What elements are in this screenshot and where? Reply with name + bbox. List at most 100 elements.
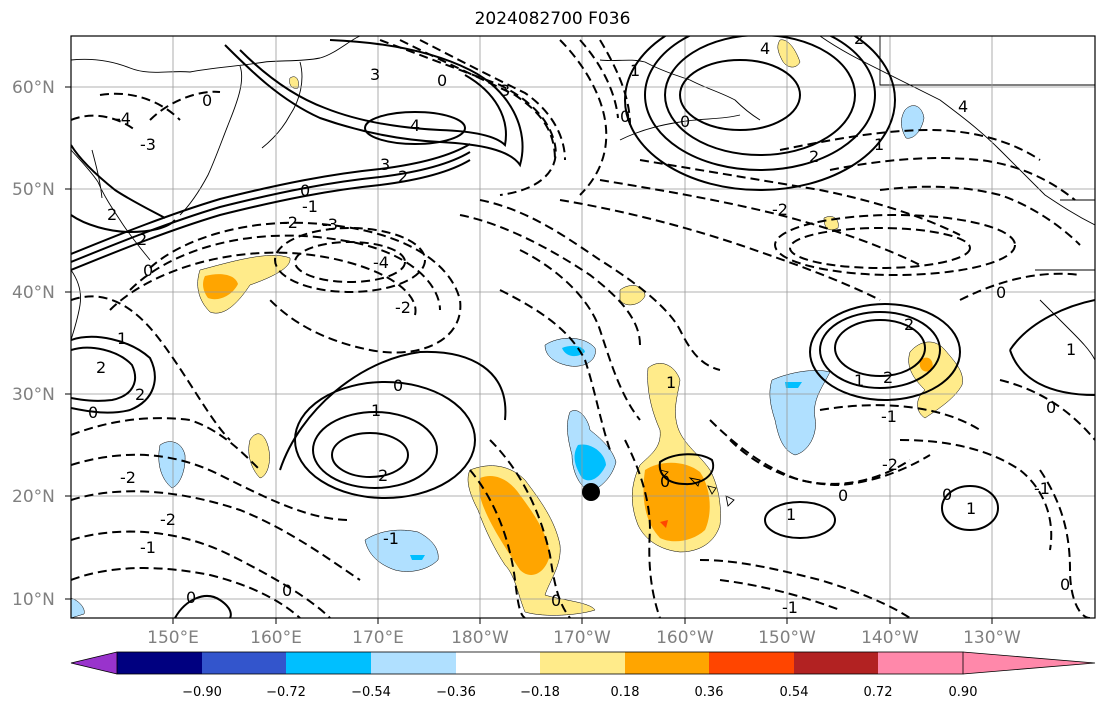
lat-label: 40°N: [12, 283, 55, 303]
svg-text:0: 0: [620, 107, 630, 126]
lon-label: 140°W: [861, 628, 919, 648]
colorbar-tick-label: −0.54: [351, 685, 391, 700]
plot-area: [71, 36, 1095, 618]
svg-text:2: 2: [904, 315, 914, 334]
svg-text:3: 3: [380, 155, 390, 174]
svg-text:1: 1: [786, 505, 796, 524]
lon-label: 170°W: [553, 628, 611, 648]
svg-text:-2: -2: [882, 455, 898, 474]
svg-text:-1: -1: [383, 529, 399, 548]
colorbar-swatch: [202, 652, 286, 674]
svg-text:1: 1: [874, 135, 884, 154]
svg-text:-2: -2: [395, 298, 411, 317]
svg-text:1: 1: [117, 329, 127, 348]
svg-text:1: 1: [666, 373, 676, 392]
colorbar-swatch: [794, 652, 878, 674]
svg-text:0: 0: [282, 581, 292, 600]
svg-text:1: 1: [854, 371, 864, 390]
svg-text:2: 2: [107, 205, 117, 224]
svg-text:0: 0: [680, 112, 690, 131]
svg-text:0: 0: [300, 181, 310, 200]
svg-text:0: 0: [186, 588, 196, 607]
svg-text:0: 0: [660, 472, 670, 491]
lon-label: 160°W: [656, 628, 714, 648]
svg-text:2: 2: [809, 147, 819, 166]
svg-text:-2: -2: [120, 468, 136, 487]
positive-contours: [71, 36, 1095, 618]
svg-text:-4: -4: [373, 253, 389, 272]
colorbar-tick-label: −0.18: [520, 685, 560, 700]
svg-text:4: 4: [760, 39, 770, 58]
svg-text:1: 1: [1066, 340, 1076, 359]
contour-labels: 4 3 2 0 -1 -2 -3 -4 -2 -3 -4 2 2 0 1 2 2…: [88, 29, 1076, 617]
colorbar-tick-label: 0.90: [949, 685, 978, 700]
svg-text:0: 0: [1060, 575, 1070, 594]
lat-label: 60°N: [12, 78, 55, 98]
svg-text:4: 4: [410, 116, 420, 135]
svg-text:0: 0: [551, 591, 561, 610]
svg-text:-1: -1: [782, 598, 798, 617]
svg-text:0: 0: [1046, 398, 1056, 417]
longitude-labels: 150°E 160°E 170°E 180°W 170°W 160°W 150°…: [147, 628, 1021, 648]
svg-text:-1: -1: [140, 538, 156, 557]
colorbar-tick-label: −0.90: [182, 685, 222, 700]
colorbar-swatch: [286, 652, 371, 674]
colorbar-tick-label: −0.72: [266, 685, 306, 700]
lon-label: 170°E: [352, 628, 404, 648]
colorbar-tick-label: 0.54: [780, 685, 809, 700]
svg-text:2: 2: [378, 466, 388, 485]
svg-text:0: 0: [88, 403, 98, 422]
svg-text:-1: -1: [881, 407, 897, 426]
lon-label: 130°W: [963, 628, 1021, 648]
svg-text:0: 0: [942, 485, 952, 504]
storm-center-marker: [582, 483, 600, 501]
svg-text:-3: -3: [322, 215, 338, 234]
latitude-labels: 10°N 20°N 30°N 40°N 50°N 60°N: [12, 78, 55, 610]
colorbar-swatch: [709, 652, 794, 674]
svg-text:-2: -2: [282, 213, 298, 232]
svg-text:-4: -4: [115, 109, 131, 128]
lat-label: 30°N: [12, 385, 55, 405]
coastline: [71, 36, 1095, 507]
colorbar-tick-label: 0.36: [695, 685, 724, 700]
svg-text:4: 4: [958, 97, 968, 116]
colorbar-tick-label: −0.36: [436, 685, 476, 700]
svg-text:3: 3: [500, 81, 510, 100]
svg-text:2: 2: [96, 358, 106, 377]
lon-label: 150°E: [147, 628, 199, 648]
lat-label: 20°N: [12, 487, 55, 507]
plot-frame: [70, 35, 1096, 619]
colorbar-swatch: [371, 652, 456, 674]
svg-text:-2: -2: [160, 510, 176, 529]
svg-text:2: 2: [398, 167, 408, 186]
lat-label: 50°N: [12, 180, 55, 200]
svg-text:-1: -1: [1034, 479, 1050, 498]
colorbar-upper-extension: [963, 652, 1095, 674]
colorbar: [70, 651, 1096, 675]
map-title: 2024082700 F036: [474, 9, 631, 29]
colorbar-tick-label: 0.72: [864, 685, 893, 700]
svg-text:1: 1: [630, 61, 640, 80]
svg-text:-1: -1: [302, 197, 318, 216]
colorbar-tick-label: 0.18: [611, 685, 640, 700]
colorbar-lower-extension: [71, 652, 117, 674]
svg-text:0: 0: [996, 283, 1006, 302]
svg-text:1: 1: [966, 499, 976, 518]
svg-text:0: 0: [838, 486, 848, 505]
svg-text:1: 1: [371, 401, 381, 420]
svg-text:-3: -3: [140, 135, 156, 154]
negative-contours: [71, 39, 1095, 618]
svg-text:2: 2: [137, 230, 147, 249]
svg-text:2: 2: [854, 29, 864, 48]
svg-text:2: 2: [883, 368, 893, 387]
lon-label: 160°E: [250, 628, 302, 648]
svg-text:0: 0: [437, 71, 447, 90]
svg-text:0: 0: [393, 376, 403, 395]
colorbar-swatch: [878, 652, 963, 674]
tick-marks: [65, 86, 993, 624]
svg-text:2: 2: [135, 385, 145, 404]
lat-label: 10°N: [12, 590, 55, 610]
svg-text:0: 0: [202, 91, 212, 110]
svg-text:-2: -2: [772, 200, 788, 219]
